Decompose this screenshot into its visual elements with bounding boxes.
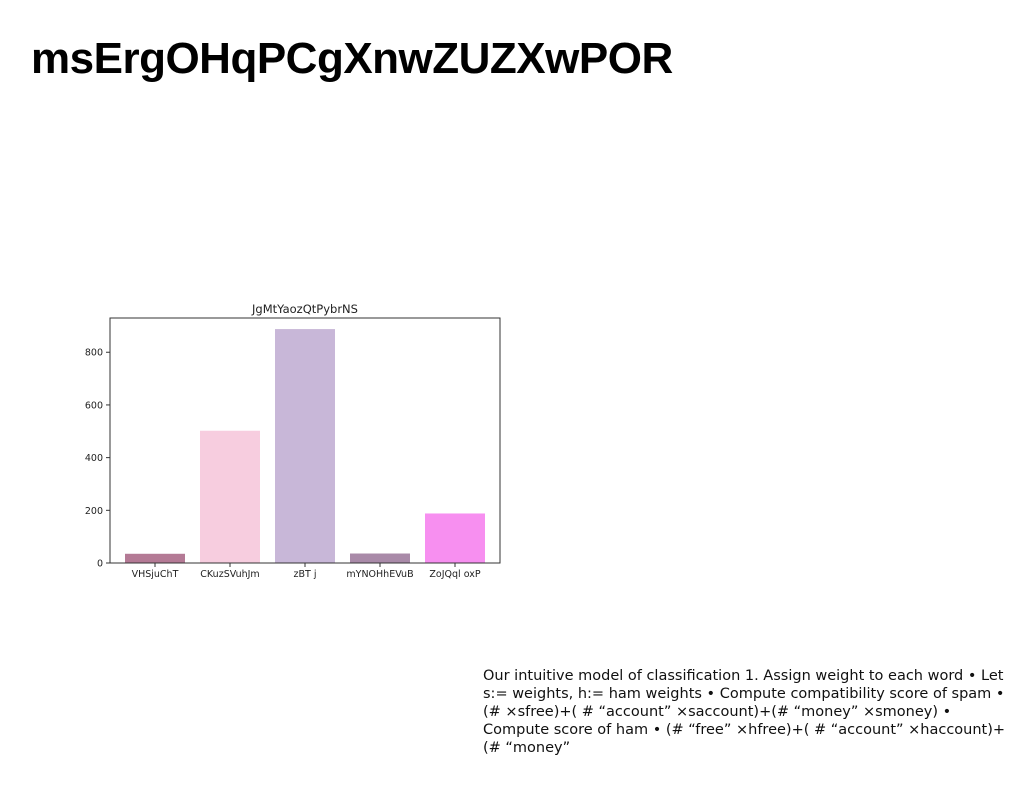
bar (125, 553, 185, 563)
x-tick-label: zBT j (294, 569, 317, 580)
y-tick-label: 200 (85, 506, 103, 517)
x-axis: VHSjuChT CKuzSVuhJm zBT j mYNOHhEVuB ZoJQql … (132, 563, 481, 580)
bar (275, 329, 335, 563)
x-tick-label: ZoJQql oxP (429, 569, 480, 580)
bar-chart-svg: JgMtYaozQtPybrNS 0 200 400 600 800 VHSjuChT C… (85, 302, 501, 580)
x-tick-label: CKuzSVuhJm (200, 569, 259, 580)
slide-body-text: Our intuitive model of classification 1.… (483, 668, 1006, 756)
bar-chart: JgMtYaozQtPybrNS 0 200 400 600 800 VHSjuChT C… (80, 298, 510, 588)
page-title: msErgOHqPCgXnwZUZXwPOR (31, 34, 673, 83)
chart-title: JgMtYaozQtPybrNS (251, 302, 358, 316)
x-tick-label: VHSjuChT (132, 569, 179, 580)
y-tick-label: 400 (85, 453, 103, 464)
y-tick-label: 0 (97, 559, 103, 570)
bar (200, 430, 260, 563)
x-tick-label: mYNOHhEVuB (346, 569, 413, 580)
bars-group (125, 329, 485, 563)
y-axis: 0 200 400 600 800 (85, 348, 110, 570)
bar (425, 513, 485, 563)
bar (350, 553, 410, 563)
y-tick-label: 600 (85, 400, 103, 411)
plot-frame (109, 317, 501, 564)
y-tick-label: 800 (85, 348, 103, 359)
